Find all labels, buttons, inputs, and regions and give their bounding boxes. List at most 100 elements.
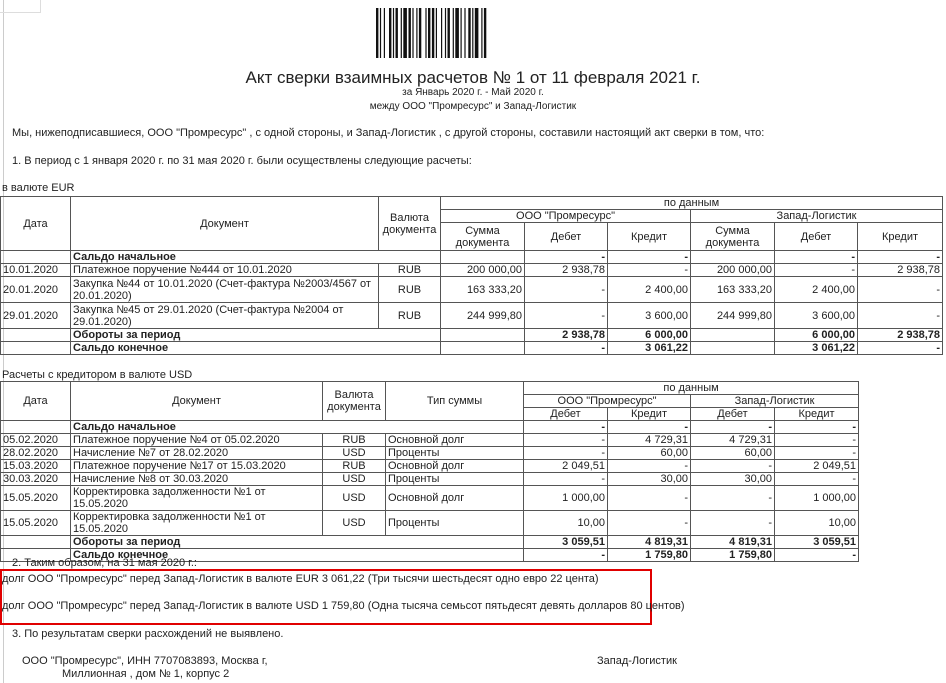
amount-cell: 2 049,51 (773, 459, 860, 473)
amount-cell: - (523, 446, 608, 460)
empty-cell (0, 535, 71, 549)
debt-usd: долг ООО "Промресурс" перед Запад-Логист… (2, 600, 685, 612)
date-cell: 15.03.2020 (0, 459, 71, 473)
amount-cell: - (690, 485, 775, 511)
signatory-org1-line1: ООО "Промресурс", ИНН 7707083893, Москва… (22, 655, 268, 667)
amount-cell: 2 938,78 (856, 263, 944, 277)
amount-cell: - (773, 420, 860, 434)
barcode-bar (425, 8, 427, 58)
amount-cell: 2 938,78 (524, 328, 608, 342)
amount-cell: 1 759,80 (690, 548, 775, 562)
header-by-data: по данным (439, 196, 944, 210)
barcode-bar (435, 8, 437, 58)
type-cell: Проценты (385, 446, 524, 460)
amount-cell: 244 999,80 (440, 302, 525, 329)
barcode-bar (389, 8, 392, 58)
document-cell: Закупка №44 от 10.01.2020 (Счет-фактура … (70, 276, 379, 303)
header-credit: Кредит (856, 222, 944, 251)
corner-tab (0, 0, 41, 13)
amount-cell: 30,00 (607, 472, 691, 486)
table-row: 05.02.2020 Платежное поручение №4 от 05.0… (0, 433, 860, 447)
amount-cell: 3 600,00 (774, 302, 858, 329)
amount-cell: 4 729,31 (690, 433, 775, 447)
currency-cell: USD (322, 510, 386, 536)
document-period: за Январь 2020 г. - Май 2020 г. (402, 87, 544, 98)
amount-cell: 60,00 (607, 446, 691, 460)
header-date: Дата (0, 381, 71, 421)
amount-cell: - (523, 433, 608, 447)
turnover-row: Обороты за период 3 059,51 4 819,31 4 819,3… (0, 535, 860, 549)
point-3: 3. По результатам сверки расхождений не … (12, 628, 284, 640)
type-cell: Основной долг (385, 433, 524, 447)
document-parties: между ООО "Промресурс" и Запад-Логистик (369, 101, 577, 112)
usd-table: Дата Документ Валюта документа Тип суммы… (0, 381, 860, 562)
header-document: Документ (70, 196, 379, 251)
date-cell: 10.01.2020 (0, 263, 71, 277)
amount-cell: 4 729,31 (607, 433, 691, 447)
amount-cell (440, 328, 525, 342)
amount-cell: - (607, 250, 691, 264)
barcode-bar (460, 8, 462, 58)
empty-cell (0, 250, 71, 264)
header-org1: ООО "Промресурс" (523, 394, 691, 408)
currency-cell: USD (322, 446, 386, 460)
barcode-bar (483, 8, 487, 58)
amount-cell: - (774, 250, 858, 264)
closing-balance-row-label: Сальдо конечное (70, 341, 441, 355)
amount-cell: - (607, 485, 691, 511)
header-org1: ООО "Промресурс" (440, 209, 691, 223)
document-cell: Закупка №45 от 29.01.2020 (Счет-фактура … (70, 302, 379, 329)
barcode-bar (441, 8, 443, 58)
amount-cell: 30,00 (690, 472, 775, 486)
amount-cell: 3 061,22 (774, 341, 858, 355)
barcode-bar (474, 8, 479, 58)
amount-cell: - (773, 548, 860, 562)
document-title: Акт сверки взаимных расчетов № 1 от 11 ф… (245, 68, 701, 87)
amount-cell: - (690, 510, 775, 536)
header-debit: Дебет (690, 407, 775, 421)
document-cell: Начисление №7 от 28.02.2020 (70, 446, 323, 460)
amount-cell: 163 333,20 (690, 276, 775, 303)
point-2: 2. Таким образом, на 31 мая 2020 г.: (12, 557, 197, 569)
date-cell: 30.03.2020 (0, 472, 71, 486)
amount-cell: - (856, 302, 944, 329)
amount-cell: - (690, 459, 775, 473)
header-sum: Сумма документа (440, 222, 525, 251)
date-cell: 20.01.2020 (0, 276, 71, 303)
amount-cell: - (524, 250, 608, 264)
header-debit: Дебет (774, 222, 858, 251)
header-sum: Сумма документа (690, 222, 775, 251)
eur-caption: в валюте EUR (2, 182, 75, 194)
header-currency: Валюта документа (378, 196, 441, 251)
amount-cell: 4 819,31 (690, 535, 775, 549)
amount-cell: 6 000,00 (607, 328, 691, 342)
amount-cell: 4 819,31 (607, 535, 691, 549)
amount-cell: - (856, 276, 944, 303)
amount-cell: - (524, 302, 608, 329)
barcode-bar (379, 8, 382, 58)
amount-cell: 1 759,80 (607, 548, 691, 562)
table-row: 30.03.2020 Начисление №8 от 30.03.2020 USD… (0, 472, 860, 486)
currency-cell: RUB (378, 276, 441, 303)
header-date: Дата (0, 196, 71, 251)
intro-text: Мы, нижеподписавшиеся, ООО "Промресурс" … (12, 127, 765, 139)
amount-cell: - (773, 446, 860, 460)
amount-cell: 2 400,00 (774, 276, 858, 303)
currency-cell: USD (322, 485, 386, 511)
header-currency: Валюта документа (322, 381, 386, 421)
amount-cell: 244 999,80 (690, 302, 775, 329)
turnover-row-label: Обороты за период (70, 328, 441, 342)
barcode-bar (412, 8, 414, 58)
empty-cell (0, 328, 71, 342)
type-cell: Проценты (385, 472, 524, 486)
amount-cell (690, 250, 775, 264)
amount-cell: - (607, 263, 691, 277)
turnover-row-label: Обороты за период (70, 535, 524, 549)
amount-cell: 200 000,00 (440, 263, 525, 277)
amount-cell (440, 341, 525, 355)
signatory-org2: Запад-Логистик (597, 655, 677, 667)
currency-cell: USD (322, 472, 386, 486)
table-row: 10.01.2020 Платежное поручение №444 от 10… (0, 263, 944, 277)
closing-balance-row: Сальдо конечное -3 061,22 3 061,22- (0, 341, 944, 355)
currency-cell: RUB (322, 433, 386, 447)
